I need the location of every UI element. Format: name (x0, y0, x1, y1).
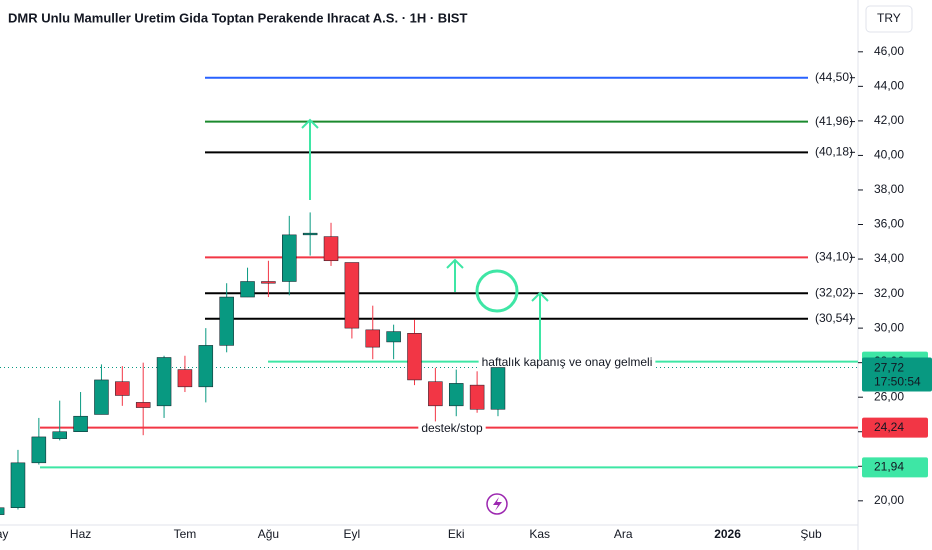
drawings (301, 118, 549, 360)
candle-body (0, 507, 5, 515)
candle-body (135, 402, 151, 408)
arrow (301, 118, 319, 200)
countdown: 17:50:54 (874, 375, 921, 389)
y-tick-label: 34,00 (874, 251, 904, 265)
x-tick-label: Tem (174, 527, 197, 541)
event-bolt[interactable] (493, 497, 502, 511)
level-label: (32,02) (815, 285, 853, 299)
level-badge (862, 417, 928, 438)
level-badge-label: 21,94 (874, 459, 904, 473)
candle-body (344, 262, 360, 329)
candle-body (428, 381, 443, 407)
candle-body (365, 329, 381, 348)
candle-body (177, 369, 193, 388)
currency[interactable]: TRY (877, 11, 901, 25)
last-price-label: 27,72 (874, 361, 904, 375)
level-label: (41,96) (815, 114, 853, 128)
y-tick-label: 44,00 (874, 79, 904, 93)
arrow (446, 258, 464, 292)
candle-body (52, 431, 67, 439)
y-tick-label: 36,00 (874, 217, 904, 231)
chart-title: DMR Unlu Mamuller Uretim Gida Toptan Per… (8, 10, 467, 25)
x-tick-label: Eyl (344, 527, 361, 541)
last-price-badge (862, 357, 932, 392)
candle-body (490, 367, 506, 410)
x-tick-label: Ağu (258, 527, 279, 541)
candle-body (115, 381, 130, 396)
y-tick-label: 26,00 (874, 389, 904, 403)
level-badge-label: 24,24 (874, 420, 904, 434)
candle-body (198, 345, 214, 388)
candle-body (219, 296, 234, 346)
y-tick-label: 20,00 (874, 493, 904, 507)
circle (475, 269, 519, 313)
y-tick-label: 40,00 (874, 148, 904, 162)
currency-button[interactable] (865, 5, 913, 33)
y-tick-label: 42,00 (874, 113, 904, 127)
x-tick-label: Ara (614, 527, 633, 541)
y-tick-label: 30,00 (874, 320, 904, 334)
x-tick-label: 2026 (714, 527, 741, 541)
level-note: haftalık kapanış ve onay gelmeli (482, 355, 653, 369)
x-tick-label: Haz (70, 527, 91, 541)
candle-body (282, 234, 297, 282)
x-tick-label: May (0, 527, 8, 541)
level-label: (40,18) (815, 144, 853, 158)
candle-body (73, 415, 88, 432)
candle-body (469, 384, 485, 410)
level-label: (30,54) (815, 311, 853, 325)
candle-body (302, 232, 318, 236)
candle-body (94, 379, 109, 415)
x-tick-label: Eki (448, 527, 465, 541)
candle-body (323, 236, 339, 262)
y-tick-label: 46,00 (874, 44, 904, 58)
event-icon[interactable] (486, 493, 508, 515)
candle-body (407, 333, 422, 381)
level-note-bg (418, 420, 486, 435)
y-tick-label: 32,00 (874, 286, 904, 300)
x-tick-label: Şub (800, 527, 822, 541)
arrow (531, 291, 549, 360)
candle-body (448, 383, 464, 407)
candle-body (10, 462, 26, 508)
candle-body (156, 357, 172, 407)
candle-body (386, 331, 401, 343)
level-note: destek/stop (421, 421, 483, 435)
level-badge (862, 457, 928, 478)
level-label: (34,10) (815, 249, 853, 263)
level-label: (44,50) (815, 70, 853, 84)
candle-body (240, 281, 255, 298)
candle-body (31, 436, 47, 464)
x-tick-label: Kas (529, 527, 550, 541)
level-note-bg (478, 354, 656, 369)
candle-body (261, 281, 276, 284)
y-tick-label: 38,00 (874, 182, 904, 196)
